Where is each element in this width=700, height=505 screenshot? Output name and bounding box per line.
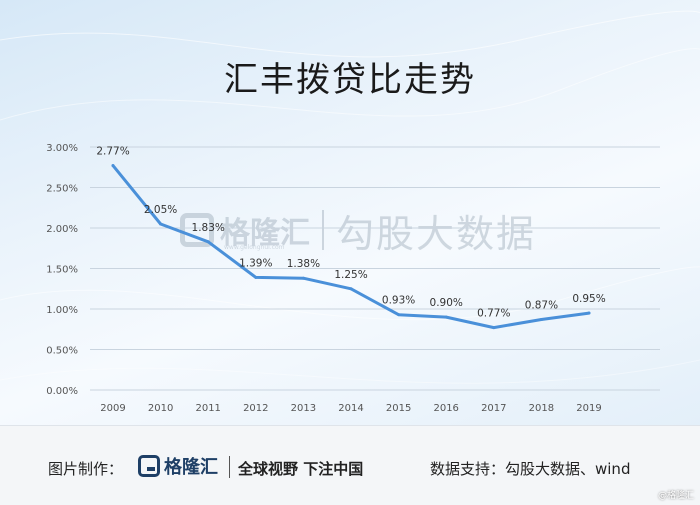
watermark: 格隆汇 www.gelonghui.com 勾股大数据 <box>180 205 537 256</box>
footer-logo-text: 格隆汇 <box>164 457 218 478</box>
watermark-domain: www.gelonghui.com <box>224 244 285 251</box>
x-tick-label: 2014 <box>338 403 363 414</box>
background-waves <box>0 0 700 425</box>
y-tick-label: 1.00% <box>46 305 78 316</box>
data-label: 0.87% <box>525 300 558 312</box>
y-tick-label: 3.00% <box>46 143 78 154</box>
footer-divider <box>229 456 230 478</box>
x-tick-label: 2011 <box>195 403 220 414</box>
watermark-text: 勾股大数据 <box>336 211 537 256</box>
data-label: 2.05% <box>144 204 177 216</box>
x-tick-label: 2012 <box>243 403 268 414</box>
x-tick-label: 2019 <box>576 403 601 414</box>
x-tick-label: 2009 <box>100 403 125 414</box>
x-tick-label: 2017 <box>481 403 506 414</box>
x-tick-label: 2015 <box>386 403 411 414</box>
x-tick-label: 2010 <box>148 403 173 414</box>
watermark-logo-icon <box>180 213 214 247</box>
footer-source: 数据支持：勾股大数据、wind <box>430 460 631 478</box>
data-label: 1.83% <box>192 222 225 234</box>
x-tick-label: 2013 <box>291 403 316 414</box>
data-label: 0.77% <box>477 308 510 320</box>
footer-logo: 格隆汇 <box>138 453 218 479</box>
y-tick-label: 2.00% <box>46 224 78 235</box>
data-point <box>111 164 115 168</box>
data-label: 1.39% <box>239 257 272 269</box>
data-label: 1.38% <box>287 258 320 270</box>
data-point <box>397 313 401 317</box>
data-point <box>492 326 496 330</box>
series-line <box>111 164 591 330</box>
chart-stage: 汇丰拨贷比走势 格隆汇 www.gelonghui.com 勾股大数据 0.00… <box>0 0 700 425</box>
corner-watermark: @格隆汇 <box>657 491 694 501</box>
footer-slogan: 全球视野 下注中国 <box>238 460 364 478</box>
watermark-divider <box>322 210 324 250</box>
data-label: 0.95% <box>572 293 605 305</box>
data-point <box>587 311 591 315</box>
data-point <box>206 240 210 244</box>
x-tick-label: 2016 <box>433 403 458 414</box>
chart-title: 汇丰拨贷比走势 <box>224 60 476 100</box>
footer-bar: 图片制作： 格隆汇 全球视野 下注中国 数据支持：勾股大数据、wind @格隆汇 <box>0 425 700 505</box>
line-chart: 0.00% 0.50% 1.00% 1.50% 2.00% 2.50% 3.00% 2009 2… <box>46 143 660 414</box>
data-point <box>349 287 353 291</box>
watermark-logo: 格隆汇 <box>220 216 310 251</box>
x-tick-label: 2018 <box>529 403 554 414</box>
data-point <box>159 222 163 226</box>
data-point <box>539 318 543 322</box>
y-tick-label: 1.50% <box>46 265 78 276</box>
data-point <box>254 275 258 279</box>
data-label: 0.93% <box>382 295 415 307</box>
data-label: 0.90% <box>430 297 463 309</box>
data-label: 1.25% <box>334 269 367 281</box>
y-tick-label: 2.50% <box>46 184 78 195</box>
y-tick-label: 0.00% <box>46 386 78 397</box>
data-point <box>301 276 305 280</box>
y-tick-label: 0.50% <box>46 346 78 357</box>
gelonghui-logo-icon <box>138 455 160 477</box>
data-point <box>444 315 448 319</box>
data-label: 2.77% <box>96 146 129 158</box>
footer-credit-label: 图片制作： <box>48 460 124 478</box>
